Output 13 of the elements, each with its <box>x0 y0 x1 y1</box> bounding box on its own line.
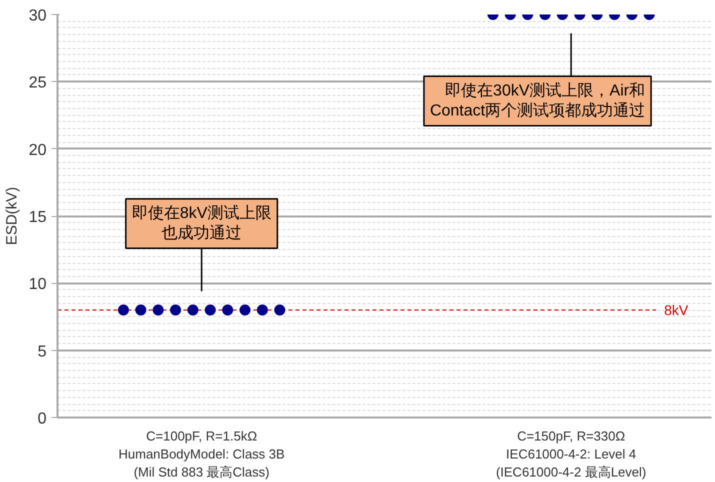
y-tick-label: 30 <box>28 8 47 24</box>
y-tick-label: 10 <box>28 276 47 294</box>
y-tick-label: 5 <box>38 343 47 360</box>
y-tick-label: 25 <box>28 74 47 92</box>
ref-line-label: 8kV <box>664 302 689 318</box>
annotation: 即使在30kV测试上限，Air和 Contact两个测试项都成功通过 <box>430 81 646 120</box>
x-tick-label: C=150pF, R=330Ω IEC61000-4-2: Level 4 (IEC61000-4-2 最高Level) <box>496 428 646 480</box>
y-tick-label: 0 <box>38 410 47 428</box>
y-tick-label: 15 <box>28 209 47 226</box>
y-axis-title: ESD(kV) <box>4 186 21 246</box>
annotation: 即使在8kV测试上限也成功通过 <box>132 204 272 242</box>
y-tick-label: 20 <box>28 142 47 159</box>
x-tick-label: C=100pF, R=1.5kΩ HumanBodyModel: Class 3B (Mil Std 883 最高Class) <box>118 428 285 480</box>
